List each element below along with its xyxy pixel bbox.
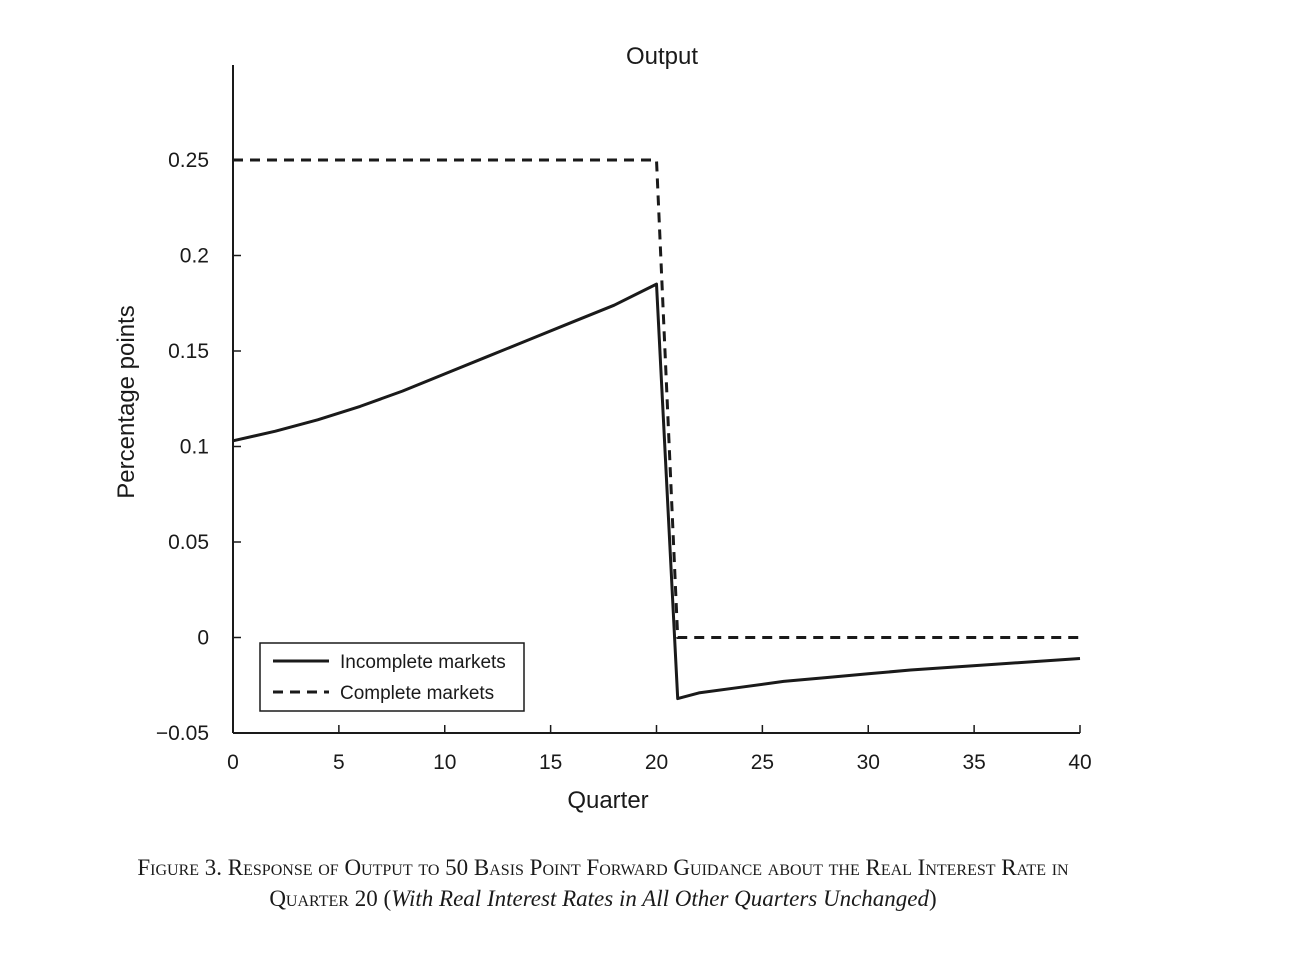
series-line-complete-markets — [233, 158, 1080, 639]
y-tick-label: 0.15 — [168, 340, 209, 363]
y-tick-label: 0.2 — [180, 245, 209, 268]
x-tick-label: 15 — [539, 751, 562, 774]
chart-title: Output — [626, 43, 698, 70]
y-tick-label: 0.25 — [168, 149, 209, 172]
x-tick-label: 5 — [333, 751, 345, 774]
caption-label: Figure 3. Response of Output to 50 Basis… — [137, 855, 1069, 880]
axes: 0 5 10 15 20 25 30 35 40 −0.05 0 0.05 0.1 0.15 0.2 0.25 — [156, 65, 1092, 774]
y-tick-label: −0.05 — [156, 722, 209, 745]
x-tick-label: 0 — [227, 751, 239, 774]
series-line-incomplete-markets — [232, 282, 1081, 701]
caption-line2-end: ) — [929, 886, 937, 911]
y-axis-label: Percentage points — [113, 305, 140, 498]
caption-line-1: Figure 3. Response of Output to 50 Basis… — [0, 852, 1206, 883]
y-tick-label: 0.1 — [180, 436, 209, 459]
legend-label: Incomplete markets — [340, 652, 506, 673]
legend: Incomplete markets Complete markets — [259, 642, 525, 712]
y-tick-label: 0 — [197, 627, 209, 650]
series-layer — [232, 158, 1081, 701]
output-chart: Output 0 5 10 15 20 25 30 35 40 −0.05 0 0.05 0.1 0.15… — [113, 43, 1092, 814]
x-tick-label: 20 — [645, 751, 668, 774]
legend-box — [259, 642, 525, 712]
x-axis-label: Quarter — [567, 787, 648, 814]
x-tick-label: 35 — [962, 751, 985, 774]
x-tick-label: 10 — [433, 751, 456, 774]
x-tick-label: 30 — [857, 751, 880, 774]
y-tick-label: 0.05 — [168, 531, 209, 554]
legend-label: Complete markets — [340, 683, 494, 704]
x-tick-label: 40 — [1068, 751, 1091, 774]
figure-caption: Figure 3. Response of Output to 50 Basis… — [0, 852, 1206, 914]
caption-line-2: Quarter 20 (With Real Interest Rates in … — [0, 883, 1206, 914]
x-tick-label: 25 — [751, 751, 774, 774]
caption-line2-plain: Quarter 20 ( — [269, 886, 392, 911]
caption-line2-italic: With Real Interest Rates in All Other Qu… — [391, 886, 929, 911]
